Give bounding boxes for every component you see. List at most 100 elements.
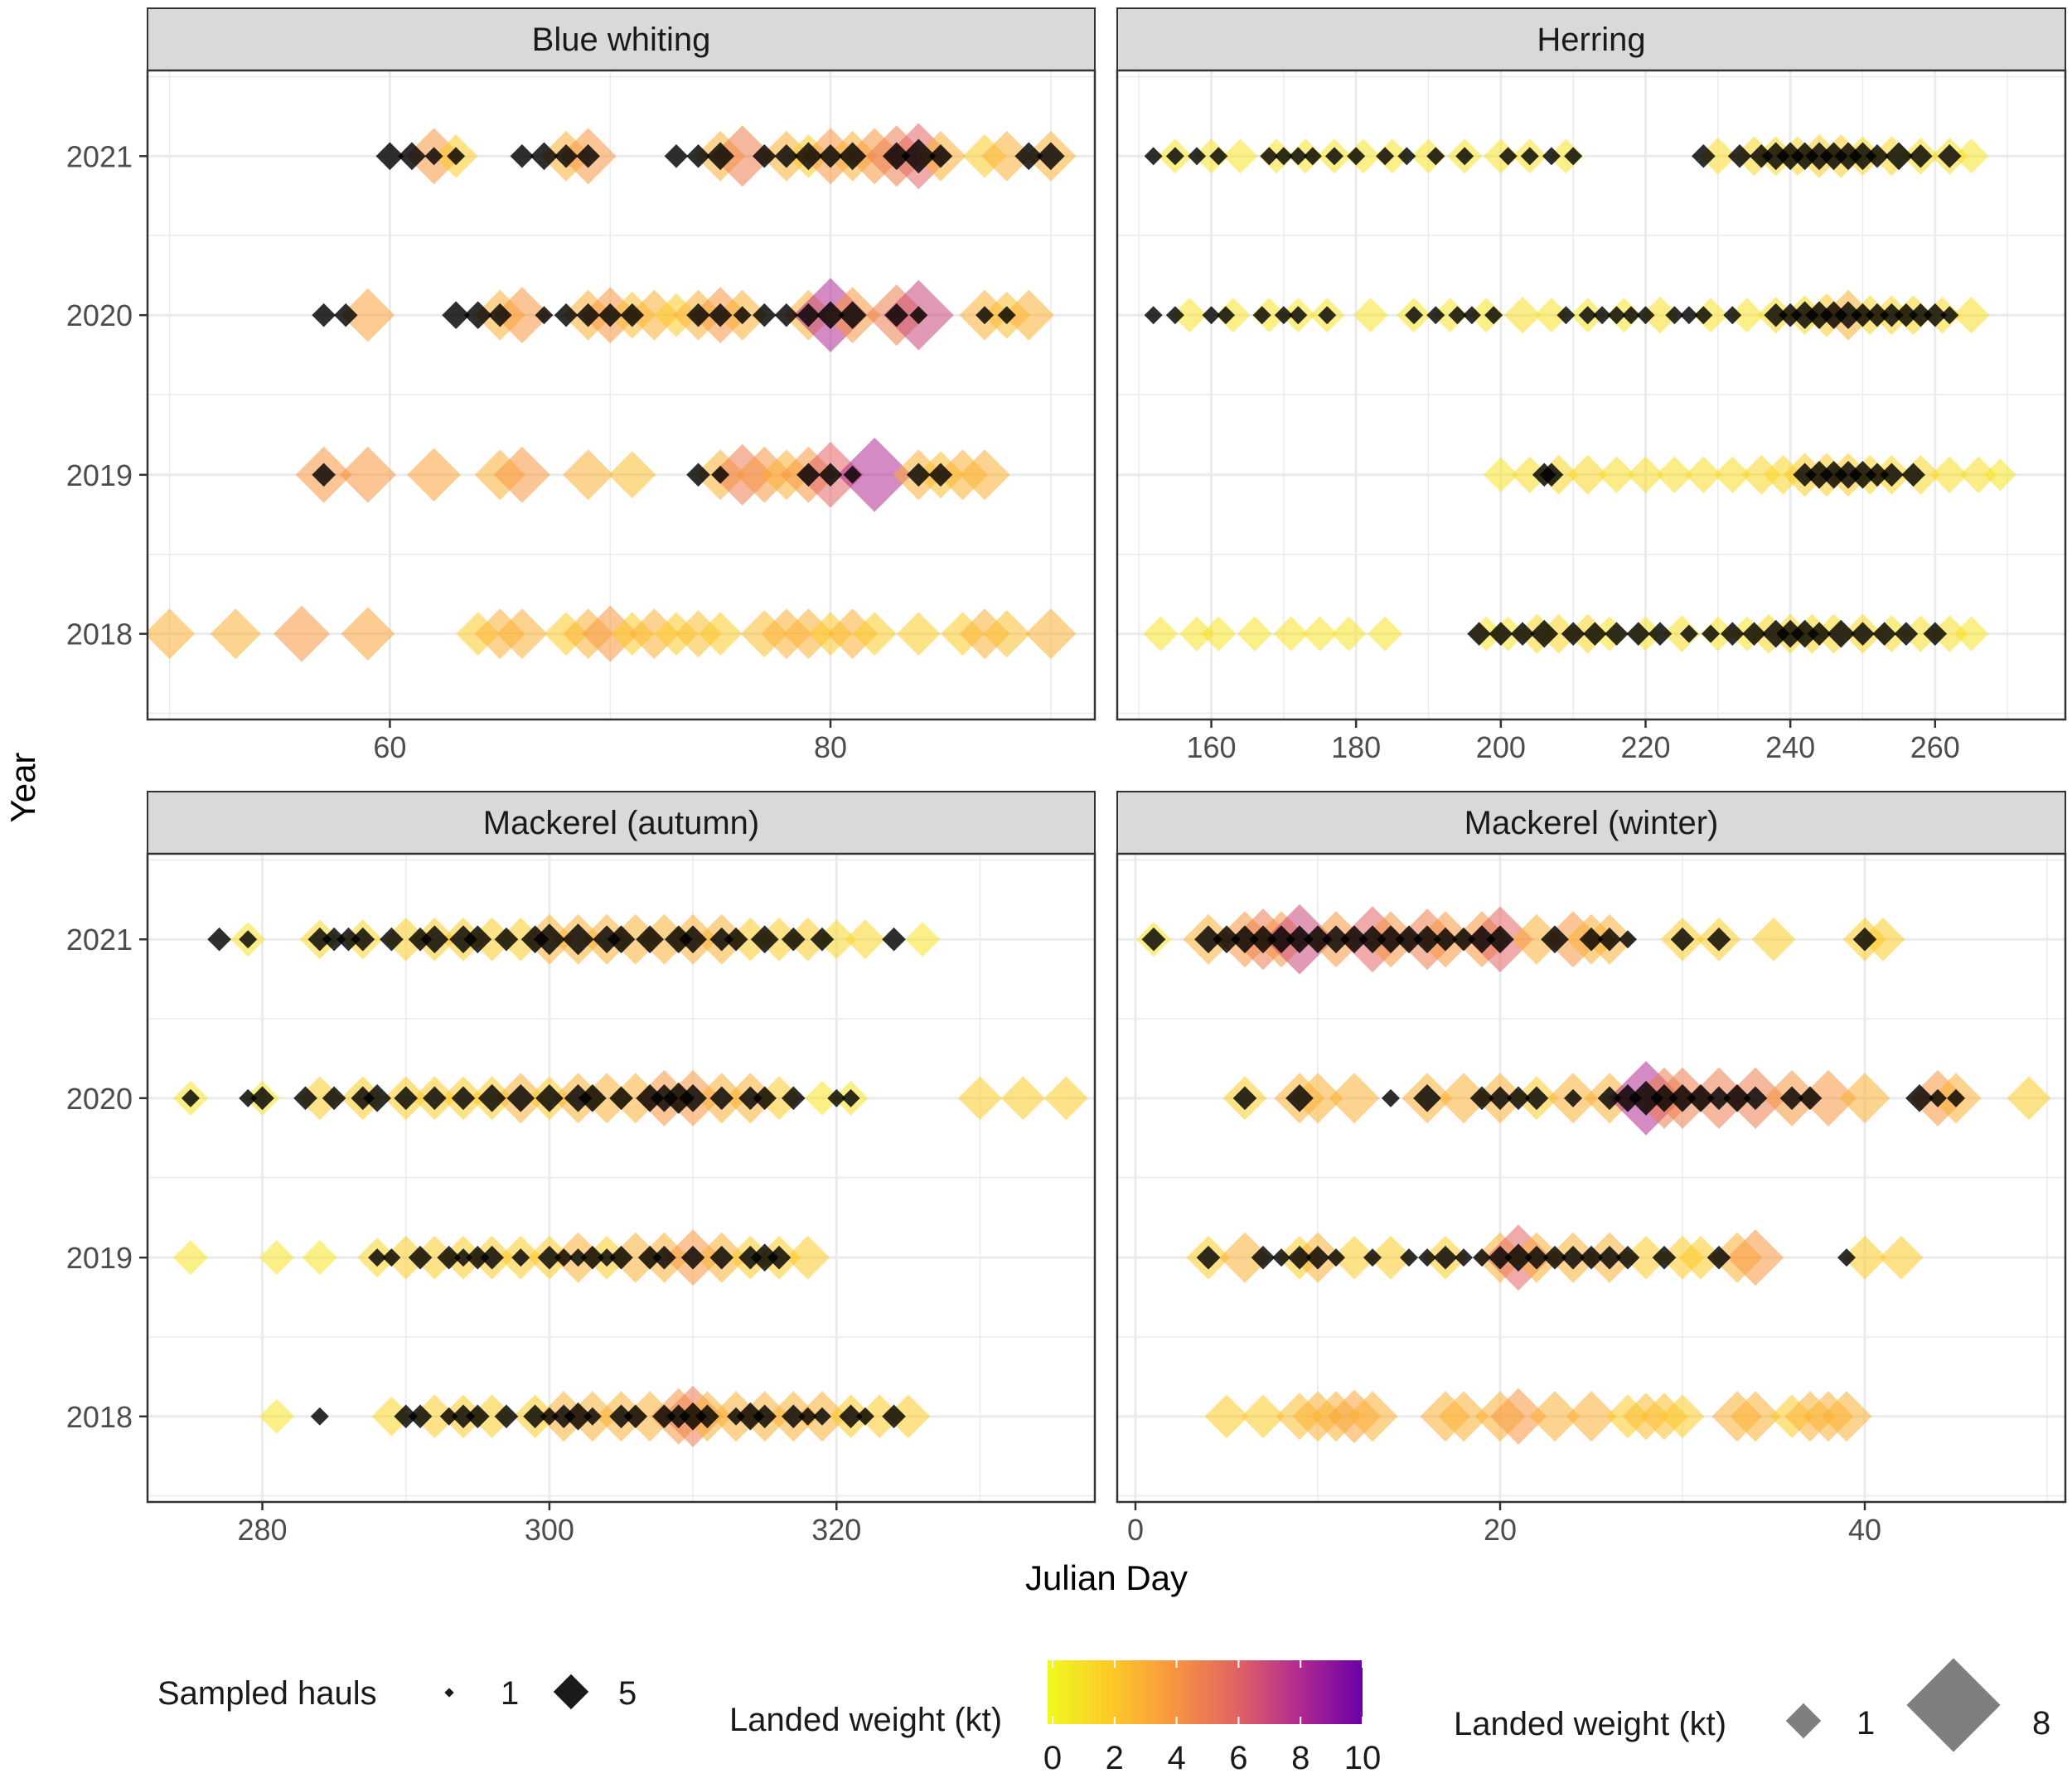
haul-point-mackerel-winter-2020-17	[1743, 1086, 1768, 1111]
landing-point-blue-whiting-2020-0	[341, 288, 395, 342]
haul-point-herring-2018-0	[1467, 622, 1491, 646]
x-tick-label-herring-4: 240	[1765, 730, 1815, 764]
haul-point-mackerel-winter-2019-6	[1363, 1248, 1382, 1267]
haul-point-herring-2020-30	[1865, 303, 1890, 327]
haul-point-blue-whiting-2020-21	[997, 306, 1016, 325]
landing-point-mackerel-autumn-2019-12	[610, 1232, 661, 1283]
haul-point-mackerel-winter-2019-9	[1433, 1245, 1458, 1270]
size-key-large	[1906, 1658, 2001, 1752]
haul-point-blue-whiting-2020-18	[884, 303, 909, 327]
y-tick-label-mackerel-autumn-2019: 2019	[66, 1241, 133, 1275]
landing-point-mackerel-autumn-2018-1	[371, 1396, 412, 1436]
haul-point-mackerel-autumn-2020-21	[738, 1086, 762, 1111]
haul-point-herring-2020-16	[1607, 306, 1626, 325]
haul-point-mackerel-winter-2021-10	[1358, 925, 1387, 954]
haul-point-mackerel-autumn-2021-24	[810, 927, 835, 952]
haul-point-herring-2020-19	[1665, 306, 1684, 325]
haul-point-blue-whiting-2020-1	[333, 303, 358, 327]
haul-point-herring-2021-0	[1144, 147, 1163, 166]
haul-point-blue-whiting-2021-9	[686, 144, 710, 168]
haul-point-mackerel-winter-2019-3	[1287, 1245, 1312, 1270]
landing-point-blue-whiting-2021-15	[981, 130, 1033, 182]
haul-point-mackerel-winter-2021-9	[1340, 925, 1368, 954]
y-tick-label-blue-whiting-2021: 2021	[66, 139, 133, 173]
size-legend-title: Landed weight (kt)	[1454, 1706, 1726, 1742]
haul-point-mackerel-winter-2019-15	[1542, 1245, 1567, 1270]
haul-point-herring-2018-10	[1702, 624, 1721, 643]
haul-point-herring-2021-12	[1426, 147, 1445, 166]
haul-point-mackerel-autumn-2021-15	[593, 925, 622, 954]
haul-point-mackerel-autumn-2020-4	[322, 1086, 346, 1111]
landing-point-mackerel-autumn-2021-3	[384, 917, 428, 962]
x-tick-label-herring-1: 180	[1331, 730, 1381, 764]
haul-point-herring-2018-18	[1851, 622, 1875, 646]
legend-sampled-hauls: Sampled hauls 1 5	[157, 1674, 637, 1712]
haul-point-herring-2018-17	[1827, 619, 1856, 648]
landing-point-herring-2019-17	[1931, 456, 1968, 494]
y-tick-label-blue-whiting-2020: 2020	[66, 298, 133, 332]
haul-point-mackerel-winter-2019-16	[1561, 1245, 1585, 1270]
points-mackerel-winter	[1136, 904, 2051, 1445]
haul-point-mackerel-winter-2020-15	[1706, 1086, 1731, 1111]
haul-point-mackerel-autumn-2021-0	[207, 927, 231, 952]
haul-point-herring-2021-14	[1498, 147, 1518, 166]
landing-point-mackerel-winter-2019-17	[1842, 1235, 1887, 1280]
haul-point-blue-whiting-2019-6	[907, 463, 931, 487]
haul-point-mackerel-autumn-2021-11	[494, 927, 519, 952]
haul-point-mackerel-autumn-2018-5	[466, 1404, 490, 1429]
haul-point-mackerel-autumn-2019-9	[554, 1248, 574, 1267]
haul-point-mackerel-winter-2020-2	[1382, 1088, 1400, 1107]
haul-point-mackerel-autumn-2020-10	[477, 1083, 506, 1112]
y-tick-label-mackerel-autumn-2018: 2018	[66, 1400, 133, 1434]
haul-point-mackerel-winter-2021-11	[1377, 925, 1405, 954]
haul-point-mackerel-autumn-2021-4	[336, 927, 361, 952]
haul-point-mackerel-autumn-2018-16	[679, 1402, 707, 1431]
haul-point-herring-2019-7	[1865, 463, 1890, 487]
haul-point-herring-2018-2	[1510, 622, 1535, 646]
haul-point-mackerel-autumn-2018-7	[523, 1404, 547, 1429]
haul-point-herring-2020-22	[1723, 306, 1742, 325]
haul-point-herring-2021-23	[1790, 142, 1819, 171]
haul-point-mackerel-autumn-2020-13	[564, 1083, 593, 1112]
haul-point-mackerel-autumn-2021-23	[782, 927, 806, 952]
haul-point-mackerel-autumn-2021-14	[562, 923, 594, 956]
landing-point-mackerel-autumn-2019-5	[412, 1235, 457, 1280]
landing-point-mackerel-winter-2018-22	[1821, 1391, 1872, 1442]
haul-point-herring-2021-13	[1455, 147, 1474, 166]
haul-point-mackerel-winter-2019-7	[1400, 1248, 1418, 1267]
haul-point-mackerel-autumn-2021-10	[463, 925, 492, 954]
haul-point-mackerel-winter-2021-15	[1451, 927, 1476, 952]
haul-point-blue-whiting-2020-12	[733, 306, 752, 325]
landing-point-mackerel-autumn-2019-4	[384, 1235, 428, 1280]
x-axis-title: Julian Day	[1025, 1558, 1188, 1597]
landing-point-mackerel-winter-2020-3	[1329, 1073, 1380, 1124]
x-tick-label-herring-3: 220	[1620, 730, 1670, 764]
haul-point-blue-whiting-2020-16	[816, 301, 845, 330]
haul-point-herring-2018-9	[1679, 624, 1698, 643]
haul-point-herring-2020-20	[1679, 306, 1698, 325]
colorbar-tick-label-3: 6	[1229, 1740, 1247, 1776]
landing-point-mackerel-autumn-2021-17	[786, 917, 830, 962]
panel-border-herring	[1116, 69, 2067, 721]
legend-hauls-title: Sampled hauls	[157, 1675, 377, 1712]
haul-point-herring-2018-20	[1894, 622, 1919, 646]
haul-point-herring-2020-31	[1880, 303, 1904, 327]
landing-point-mackerel-autumn-2020-2	[298, 1076, 342, 1121]
landing-point-mackerel-winter-2019-18	[1879, 1235, 1924, 1280]
haul-point-mackerel-winter-2020-18	[1779, 1086, 1804, 1111]
haul-point-herring-2021-1	[1165, 147, 1184, 166]
haul-point-herring-2019-2	[1793, 463, 1817, 487]
landing-point-herring-2018-0	[1143, 616, 1179, 652]
x-tick-label-mackerel-autumn-1: 300	[525, 1513, 574, 1547]
landing-point-mackerel-autumn-2020-12	[610, 1073, 661, 1124]
landing-point-herring-2020-10	[1533, 298, 1569, 333]
haul-point-mackerel-autumn-2019-14	[637, 1245, 662, 1270]
haul-point-blue-whiting-2019-7	[928, 463, 953, 487]
haul-point-herring-2021-20	[1749, 144, 1774, 168]
haul-point-mackerel-autumn-2019-11	[580, 1245, 605, 1270]
haul-point-mackerel-winter-2020-3	[1413, 1083, 1441, 1112]
landing-point-herring-2019-5	[1627, 456, 1664, 494]
landing-point-blue-whiting-2018-3	[341, 607, 395, 661]
haul-point-mackerel-autumn-2019-20	[767, 1245, 792, 1270]
haul-point-herring-2018-7	[1626, 622, 1651, 646]
